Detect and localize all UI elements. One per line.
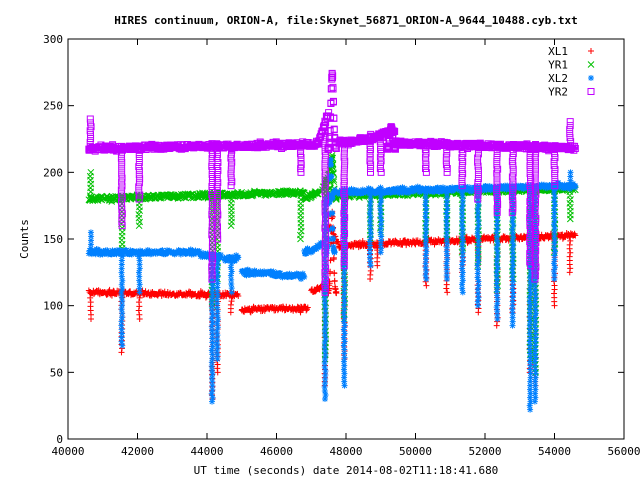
legend-marker-xl1 [588,48,594,54]
data-marks [85,69,579,413]
x-tick-label: 54000 [538,445,571,458]
axis-ticks: 40000 42000 44000 46000 48000 50000 52000 54000… [43,33,640,458]
legend-label-xl2: XL2 [548,72,568,85]
y-tick-label: 300 [43,33,63,46]
x-tick-label: 48000 [329,445,362,458]
legend-marker-yr1 [587,61,595,68]
x-axis-label: UT time (seconds) date 2014-08-02T11:18:… [194,464,499,477]
legend-label-xl1: XL1 [548,45,568,58]
y-tick-label: 250 [43,100,63,113]
legend-label-yr2: YR2 [548,86,568,99]
legend-marker-yr2 [587,88,595,95]
y-tick-label: 150 [43,233,63,246]
x-tick-label: 46000 [260,445,293,458]
series-yr2 [85,69,579,296]
series-yr2-points [85,69,579,296]
legend-label-yr1: YR1 [548,59,568,72]
chart-title: HIRES continuum, ORION-A, file:Skynet_56… [114,14,578,27]
x-tick-label: 56000 [607,445,640,458]
x-tick-label: 40000 [51,445,84,458]
y-tick-label: 50 [50,366,63,379]
x-tick-label: 44000 [190,445,223,458]
x-tick-label: 42000 [121,445,154,458]
y-axis-label: Counts [18,219,31,259]
y-tick-label: 0 [56,433,63,446]
plot-frame [67,38,625,440]
legend-marker-xl2 [588,75,594,81]
y-tick-label: 100 [43,300,63,313]
x-tick-label: 50000 [399,445,432,458]
y-tick-label: 200 [43,166,63,179]
x-tick-label: 52000 [468,445,501,458]
